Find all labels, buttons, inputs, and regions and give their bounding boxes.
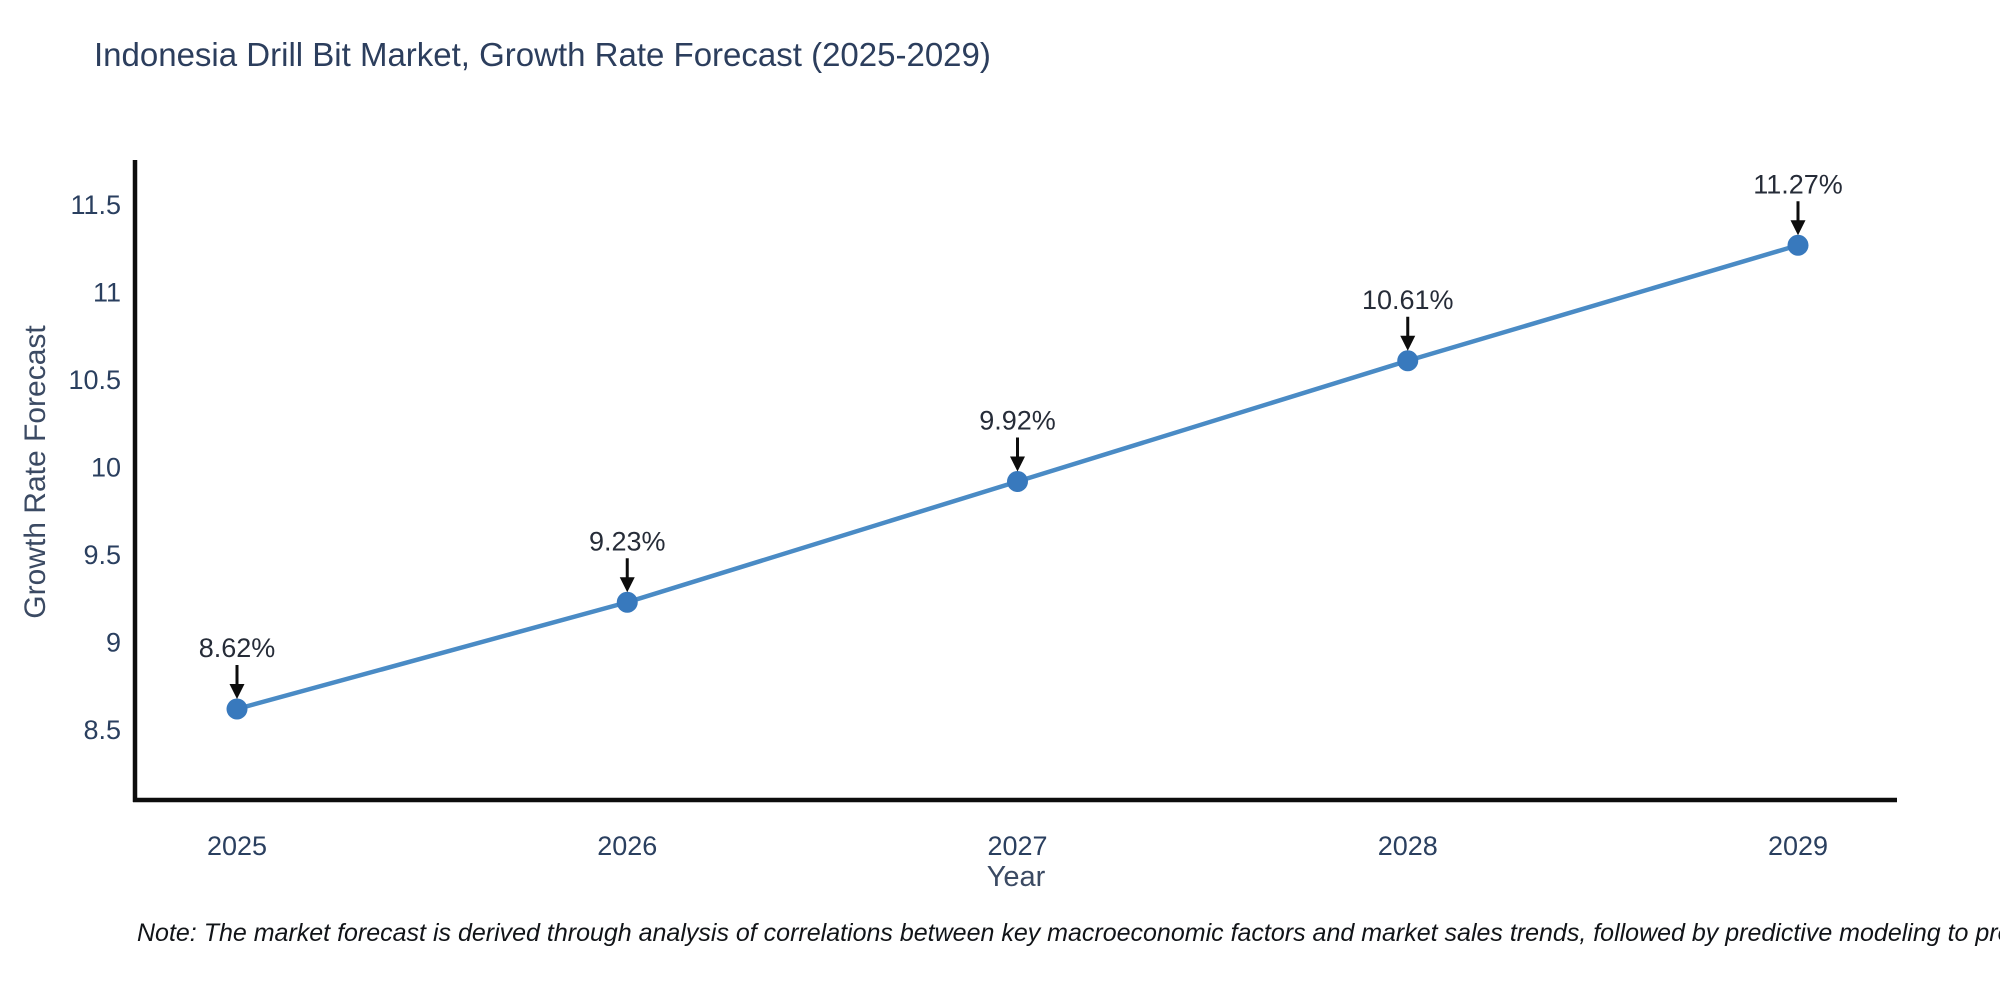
data-point-marker[interactable] <box>1007 471 1028 492</box>
annotation-arrow-head <box>619 577 635 593</box>
x-tick-label: 2026 <box>597 831 657 861</box>
y-tick-label: 9.5 <box>83 540 121 570</box>
y-axis-title: Growth Rate Forecast <box>19 325 52 619</box>
annotation-arrow-head <box>1010 456 1025 472</box>
x-axis-title: Year <box>987 861 1046 893</box>
annotation-label: 8.62% <box>199 633 276 663</box>
y-tick-label: 10.5 <box>68 365 121 395</box>
footnote: Note: The market forecast is derived thr… <box>137 919 2000 947</box>
x-tick-label: 2028 <box>1378 831 1438 861</box>
annotation-label: 11.27% <box>1753 169 1843 199</box>
data-point-marker[interactable] <box>1397 350 1419 372</box>
y-tick-label: 8.5 <box>83 715 121 745</box>
data-point-marker[interactable] <box>226 698 248 720</box>
chart-title: Indonesia Drill Bit Market, Growth Rate … <box>94 36 991 73</box>
x-tick-label: 2029 <box>1768 831 1828 861</box>
x-tick-label: 2025 <box>207 831 267 861</box>
data-point-marker[interactable] <box>616 591 638 613</box>
x-tick-label: 2027 <box>987 831 1047 861</box>
annotation-arrow-head <box>1400 335 1416 351</box>
data-point-marker[interactable] <box>1787 234 1809 256</box>
annotation-arrow-head <box>1790 220 1806 236</box>
annotation-label: 9.92% <box>979 406 1056 436</box>
annotation-label: 9.23% <box>589 526 666 556</box>
y-tick-label: 11.5 <box>70 190 121 220</box>
y-tick-label: 9 <box>106 628 121 658</box>
y-tick-label: 10 <box>91 453 121 483</box>
annotation-label: 10.61% <box>1362 285 1454 315</box>
annotation-arrow-head <box>229 684 245 699</box>
y-tick-label: 11 <box>93 278 121 308</box>
